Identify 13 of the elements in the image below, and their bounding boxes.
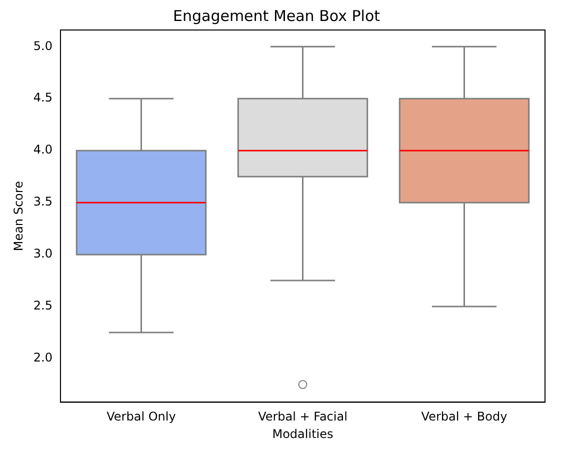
x-axis-title: Modalities <box>272 426 334 441</box>
y-tick-label: 4.5 <box>33 90 52 105</box>
y-tick-label: 3.5 <box>33 194 52 209</box>
x-tick-label: Verbal + Body <box>421 410 508 424</box>
x-tick-label: Verbal + Facial <box>258 410 348 424</box>
y-tick-label: 2.0 <box>33 350 52 365</box>
y-tick-label: 2.5 <box>33 298 52 313</box>
chart-title: Engagement Mean Box Plot <box>172 6 380 25</box>
y-tick-label: 4.0 <box>33 142 52 157</box>
y-axis-title: Mean Score <box>11 181 26 252</box>
x-tick-label: Verbal Only <box>106 410 176 424</box>
y-tick-label: 5.0 <box>33 38 52 53</box>
y-tick-label: 3.0 <box>33 246 52 261</box>
